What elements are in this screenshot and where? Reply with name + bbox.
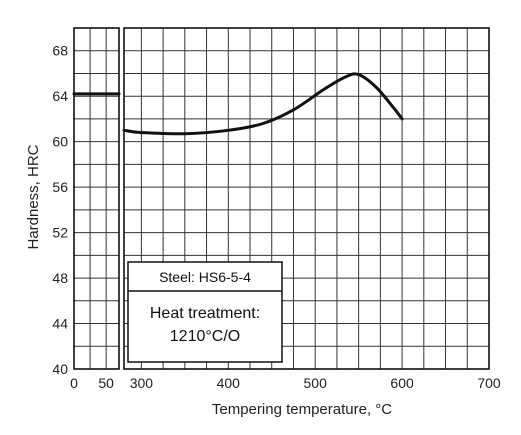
y-tick-labels: 40 44 48 52 56 60 64 68: [52, 43, 68, 377]
x-tick-label: 50: [98, 375, 114, 391]
right-panel-frame: [123, 27, 490, 370]
x-tick-label: 400: [217, 375, 241, 391]
annotation-title: Steel: HS6-5-4: [159, 269, 251, 285]
x-tick-label: 700: [477, 375, 501, 391]
right-hardness-line: [122, 72, 404, 136]
right-panel-grid: [124, 28, 489, 369]
y-tick-label: 44: [52, 316, 68, 332]
y-axis-label: Hardness, HRC: [25, 144, 42, 249]
x-tick-label: 0: [70, 375, 78, 391]
y-tick-label: 52: [52, 225, 68, 241]
y-tick-label: 64: [52, 88, 68, 104]
panel-frames: [73, 27, 490, 370]
left-panel-frame: [73, 27, 120, 370]
annotation-line-2: 1210°C/O: [170, 328, 240, 345]
x-tick-label: 600: [390, 375, 414, 391]
annotation-box: Steel: HS6-5-4 Heat treatment: 1210°C/O: [127, 261, 283, 363]
x-tick-label: 300: [130, 375, 154, 391]
y-tick-label: 60: [52, 134, 68, 150]
annotation-border: [127, 261, 283, 363]
right-panel-series: [122, 72, 404, 136]
left-panel-grid: [74, 28, 119, 369]
x-tick-labels: 0 50 300 400 500 600 700: [70, 375, 501, 391]
y-tick-label: 48: [52, 270, 68, 286]
y-tick-label: 40: [52, 361, 68, 377]
y-tick-label: 68: [52, 43, 68, 59]
annotation-line-1: Heat treatment:: [150, 305, 260, 322]
x-axis-label: Tempering temperature, °C: [212, 401, 392, 418]
x-tick-label: 500: [304, 375, 328, 391]
y-tick-label: 56: [52, 179, 68, 195]
